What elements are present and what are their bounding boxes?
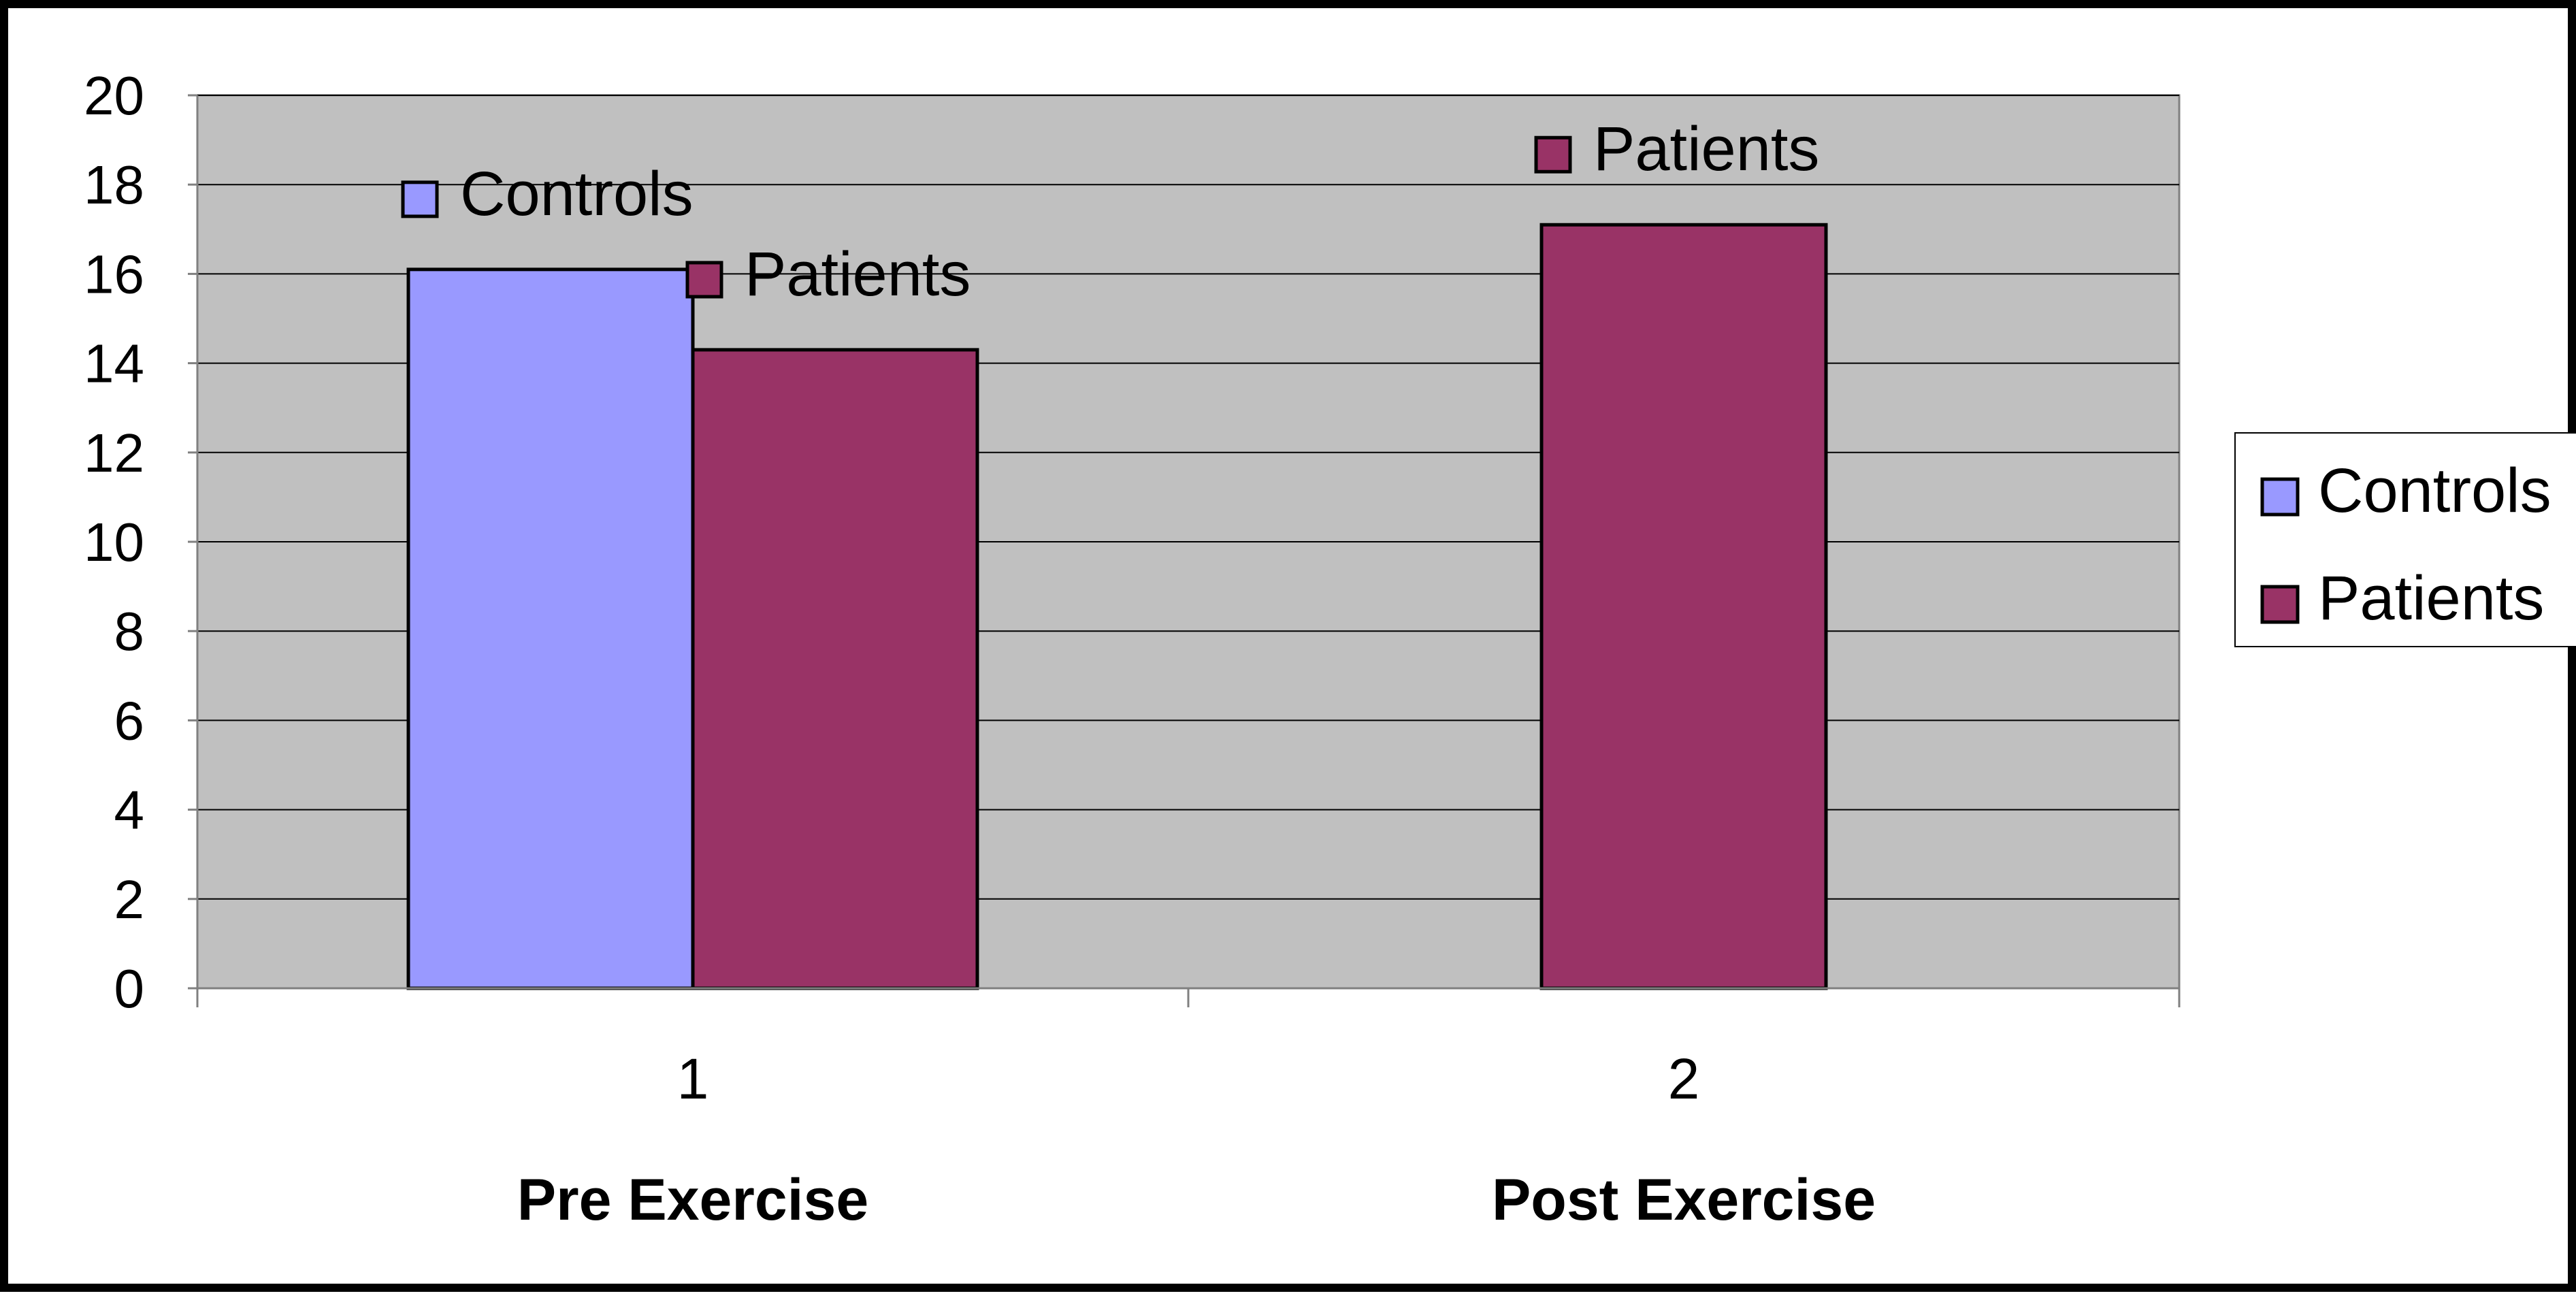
data-label-key bbox=[1534, 135, 1572, 174]
y-tick-label: 8 bbox=[114, 601, 145, 662]
y-tick-label: 6 bbox=[114, 690, 145, 751]
x-axis-labels: 1 Pre Exercise 2 Post Exercise bbox=[517, 1047, 1876, 1233]
legend: Controls Patients bbox=[2234, 432, 2576, 647]
x-category-label: Pre Exercise bbox=[517, 1167, 868, 1233]
legend-item-patients: Patients bbox=[2260, 564, 2544, 633]
data-label: Patients bbox=[1534, 114, 1819, 184]
x-category-number: 2 bbox=[1668, 1047, 1700, 1111]
data-label: Patients bbox=[685, 240, 971, 309]
legend-swatch bbox=[2260, 585, 2300, 624]
y-tick-label: 12 bbox=[84, 423, 144, 483]
data-label-key bbox=[685, 261, 723, 299]
legend-label: Patients bbox=[2318, 564, 2544, 633]
bar-patients bbox=[1539, 223, 1828, 990]
legend-swatch bbox=[2260, 477, 2300, 517]
y-tick-label: 14 bbox=[84, 334, 144, 394]
data-label-text: Controls bbox=[460, 159, 694, 229]
y-tick-label: 4 bbox=[114, 780, 145, 841]
legend-item-controls: Controls bbox=[2260, 456, 2551, 525]
y-tick-label: 16 bbox=[84, 244, 144, 304]
y-tick-label: 18 bbox=[84, 155, 144, 215]
y-tick-label: 0 bbox=[114, 958, 145, 1019]
data-label: Controls bbox=[401, 159, 694, 229]
bar-chart: 0 2 4 6 8 10 12 14 16 18 20 1 Pre Exercise 2 Post Exe… bbox=[84, 65, 2576, 1233]
data-labels: Controls Patients Patients bbox=[401, 114, 1819, 309]
bar-patients bbox=[691, 348, 979, 990]
x-category-number: 1 bbox=[677, 1047, 709, 1111]
y-tick-label: 2 bbox=[114, 869, 145, 930]
legend-label: Controls bbox=[2318, 456, 2551, 525]
y-axis-ticks: 0 2 4 6 8 10 12 14 16 18 20 bbox=[84, 65, 197, 1019]
y-tick-label: 10 bbox=[84, 512, 144, 572]
data-label-key bbox=[401, 180, 439, 218]
data-label-text: Patients bbox=[745, 240, 971, 309]
x-category-label: Post Exercise bbox=[1492, 1167, 1876, 1233]
data-label-text: Patients bbox=[1593, 114, 1819, 184]
bar-controls bbox=[406, 267, 695, 990]
y-tick-label: 20 bbox=[84, 65, 144, 126]
